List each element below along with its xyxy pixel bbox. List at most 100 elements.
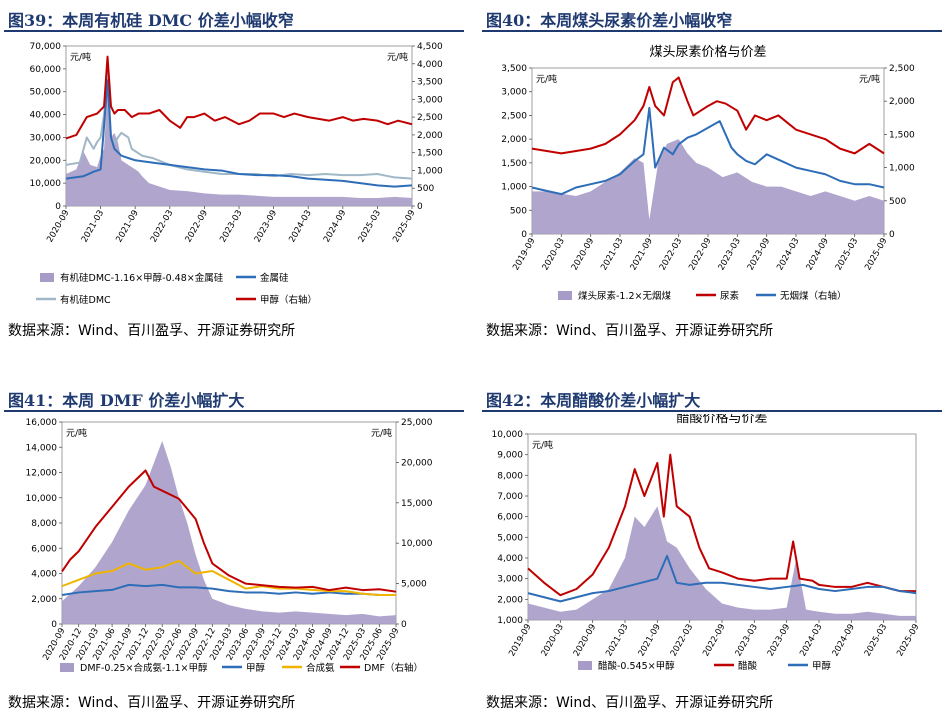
y-left-tick-label: 2,500 bbox=[501, 111, 527, 121]
x-tick-label: 2022-09 bbox=[687, 237, 713, 273]
right-unit-label: 元/吨 bbox=[371, 427, 392, 439]
x-tick-label: 2024-09 bbox=[322, 209, 348, 245]
series-line bbox=[531, 76, 885, 155]
x-tick-label: 2019-09 bbox=[511, 237, 537, 273]
y-left-tick-label: 6,000 bbox=[31, 544, 57, 554]
legend-label: 合成氨 bbox=[306, 662, 335, 674]
x-tick-label: 2023-09 bbox=[766, 623, 792, 659]
legend-label: 有机硅DMC bbox=[60, 294, 111, 306]
chart-dmf: 元/吨 元/吨 0 2,000 4,000 6,000 8,000 10,000 12,000 1… bbox=[26, 418, 433, 674]
y-right-tick-label: 3,000 bbox=[417, 95, 443, 105]
x-tick-label: 2025-09 bbox=[895, 623, 921, 659]
series-area bbox=[66, 87, 412, 206]
y-left-tick-label: 500 bbox=[510, 206, 527, 216]
figure-title-bar: 图39：本周有机硅 DMC 价差小幅收窄 bbox=[4, 4, 464, 32]
chart-title: 醋酸价格与价差 bbox=[676, 414, 767, 426]
series-area bbox=[528, 506, 916, 620]
x-tick-label: 2022-03 bbox=[149, 209, 175, 245]
x-tick-label: 2022-09 bbox=[184, 209, 210, 245]
figure-title-bar: 图40：本周煤头尿素价差小幅收窄 bbox=[482, 4, 942, 32]
y-right-tick-label: 2,500 bbox=[889, 64, 915, 74]
series-line bbox=[65, 67, 413, 180]
y-left-tick-label: 10,000 bbox=[30, 179, 62, 189]
series-line bbox=[61, 559, 396, 596]
x-tick-label: 2021-09 bbox=[114, 209, 140, 245]
y-right-tick-label: 1,000 bbox=[417, 166, 443, 176]
x-tick-label: 2023-03 bbox=[218, 209, 244, 245]
y-left-tick-label: 7,000 bbox=[497, 492, 523, 502]
y-left-tick-label: 10,000 bbox=[492, 430, 524, 440]
figure-title-bar: 图42：本周醋酸价差小幅扩大 bbox=[482, 384, 942, 412]
x-tick-label: 2020-03 bbox=[541, 237, 567, 273]
legend-label: 有机硅DMC-1.16×甲醇-0.48×金属硅 bbox=[60, 272, 224, 284]
figure-title: 图41：本周 DMF 价差小幅扩大 bbox=[8, 391, 245, 410]
x-tick-label: 2021-03 bbox=[599, 237, 625, 273]
x-tick-label: 2021-03 bbox=[80, 209, 106, 245]
legend-swatch bbox=[558, 291, 572, 300]
y-right-tick-label: 1,000 bbox=[889, 164, 915, 174]
y-left-tick-label: 0 bbox=[55, 202, 61, 212]
legend-label: 醋酸 bbox=[738, 660, 758, 672]
y-left-tick-label: 9,000 bbox=[497, 451, 523, 461]
y-right-tick-label: 5,000 bbox=[401, 580, 427, 590]
figure-title: 图42：本周醋酸价差小幅扩大 bbox=[486, 391, 701, 410]
y-left-tick-label: 14,000 bbox=[26, 443, 58, 453]
y-right-tick-label: 0 bbox=[889, 230, 895, 240]
series-line bbox=[531, 106, 885, 196]
y-right-tick-label: 2,000 bbox=[417, 131, 443, 141]
x-tick-label: 2023-09 bbox=[746, 237, 772, 273]
y-right-tick-label: 25,000 bbox=[401, 418, 433, 428]
x-tick-label: 2022-09 bbox=[701, 623, 727, 659]
right-unit-label: 元/吨 bbox=[387, 51, 408, 63]
legend-label: DMF-0.25×合成氨-1.1×甲醇 bbox=[80, 662, 208, 674]
y-right-tick-label: 1,500 bbox=[417, 149, 443, 159]
y-right-tick-label: 0 bbox=[417, 202, 423, 212]
legend-label: 尿素 bbox=[720, 290, 740, 302]
series-line bbox=[65, 79, 413, 188]
x-tick-label: 2025-03 bbox=[834, 237, 860, 273]
y-left-tick-label: 1,500 bbox=[501, 159, 527, 169]
y-left-tick-label: 60,000 bbox=[30, 65, 62, 75]
y-right-tick-label: 500 bbox=[417, 184, 434, 194]
x-tick-label: 2020-03 bbox=[540, 623, 566, 659]
panel-fig41: 图41：本周 DMF 价差小幅扩大 元/吨 元/吨 0 2,000 4,000 6,000… bbox=[4, 384, 464, 724]
legend-label: 无烟煤（右轴） bbox=[780, 290, 847, 302]
series-line bbox=[65, 55, 413, 140]
x-tick-label: 2024-03 bbox=[775, 237, 801, 273]
y-left-tick-label: 50,000 bbox=[30, 88, 62, 98]
legend-label: 醋酸-0.545×甲醇 bbox=[598, 660, 675, 672]
left-unit-label: 元/吨 bbox=[70, 51, 91, 63]
legend-label: 金属硅 bbox=[260, 272, 289, 284]
x-tick-label: 2020-09 bbox=[572, 623, 598, 659]
y-left-tick-label: 2,000 bbox=[31, 595, 57, 605]
x-tick-label: 2024-09 bbox=[831, 623, 857, 659]
x-tick-label: 2019-09 bbox=[507, 623, 533, 659]
y-left-tick-label: 0 bbox=[521, 230, 527, 240]
y-left-tick-label: 6,000 bbox=[497, 513, 523, 523]
y-left-tick-label: 30,000 bbox=[30, 133, 62, 143]
x-tick-label: 2021-09 bbox=[637, 623, 663, 659]
source-note: 数据来源：Wind、百川盈孚、开源证券研究所 bbox=[8, 323, 296, 339]
y-right-tick-label: 4,000 bbox=[417, 60, 443, 70]
legend-label: DMF（右轴） bbox=[364, 662, 423, 674]
legend-label: 甲醇（右轴） bbox=[260, 294, 317, 306]
plot-frame bbox=[527, 433, 917, 621]
y-left-tick-label: 20,000 bbox=[30, 156, 62, 166]
source-note: 数据来源：Wind、百川盈孚、开源证券研究所 bbox=[486, 695, 774, 711]
series-area bbox=[532, 139, 884, 234]
panel-fig42: 图42：本周醋酸价差小幅扩大 醋酸价格与价差 元/吨 1,000 2,000 3,000… bbox=[482, 384, 942, 724]
right-unit-label: 元/吨 bbox=[859, 73, 880, 85]
figure-title-bar: 图41：本周 DMF 价差小幅扩大 bbox=[4, 384, 464, 412]
y-right-tick-label: 2,000 bbox=[889, 97, 915, 107]
y-left-tick-label: 1,000 bbox=[501, 183, 527, 193]
left-unit-label: 元/吨 bbox=[532, 439, 553, 451]
y-right-tick-label: 15,000 bbox=[401, 499, 433, 509]
series-line bbox=[61, 583, 396, 596]
series-line bbox=[527, 554, 917, 603]
x-tick-label: 2025-03 bbox=[863, 623, 889, 659]
x-tick-label: 2024-09 bbox=[805, 237, 831, 273]
y-left-tick-label: 10,000 bbox=[26, 494, 58, 504]
y-left-tick-label: 16,000 bbox=[26, 418, 58, 428]
y-right-tick-label: 1,500 bbox=[889, 130, 915, 140]
x-tick-label: 2025-09 bbox=[391, 209, 417, 245]
